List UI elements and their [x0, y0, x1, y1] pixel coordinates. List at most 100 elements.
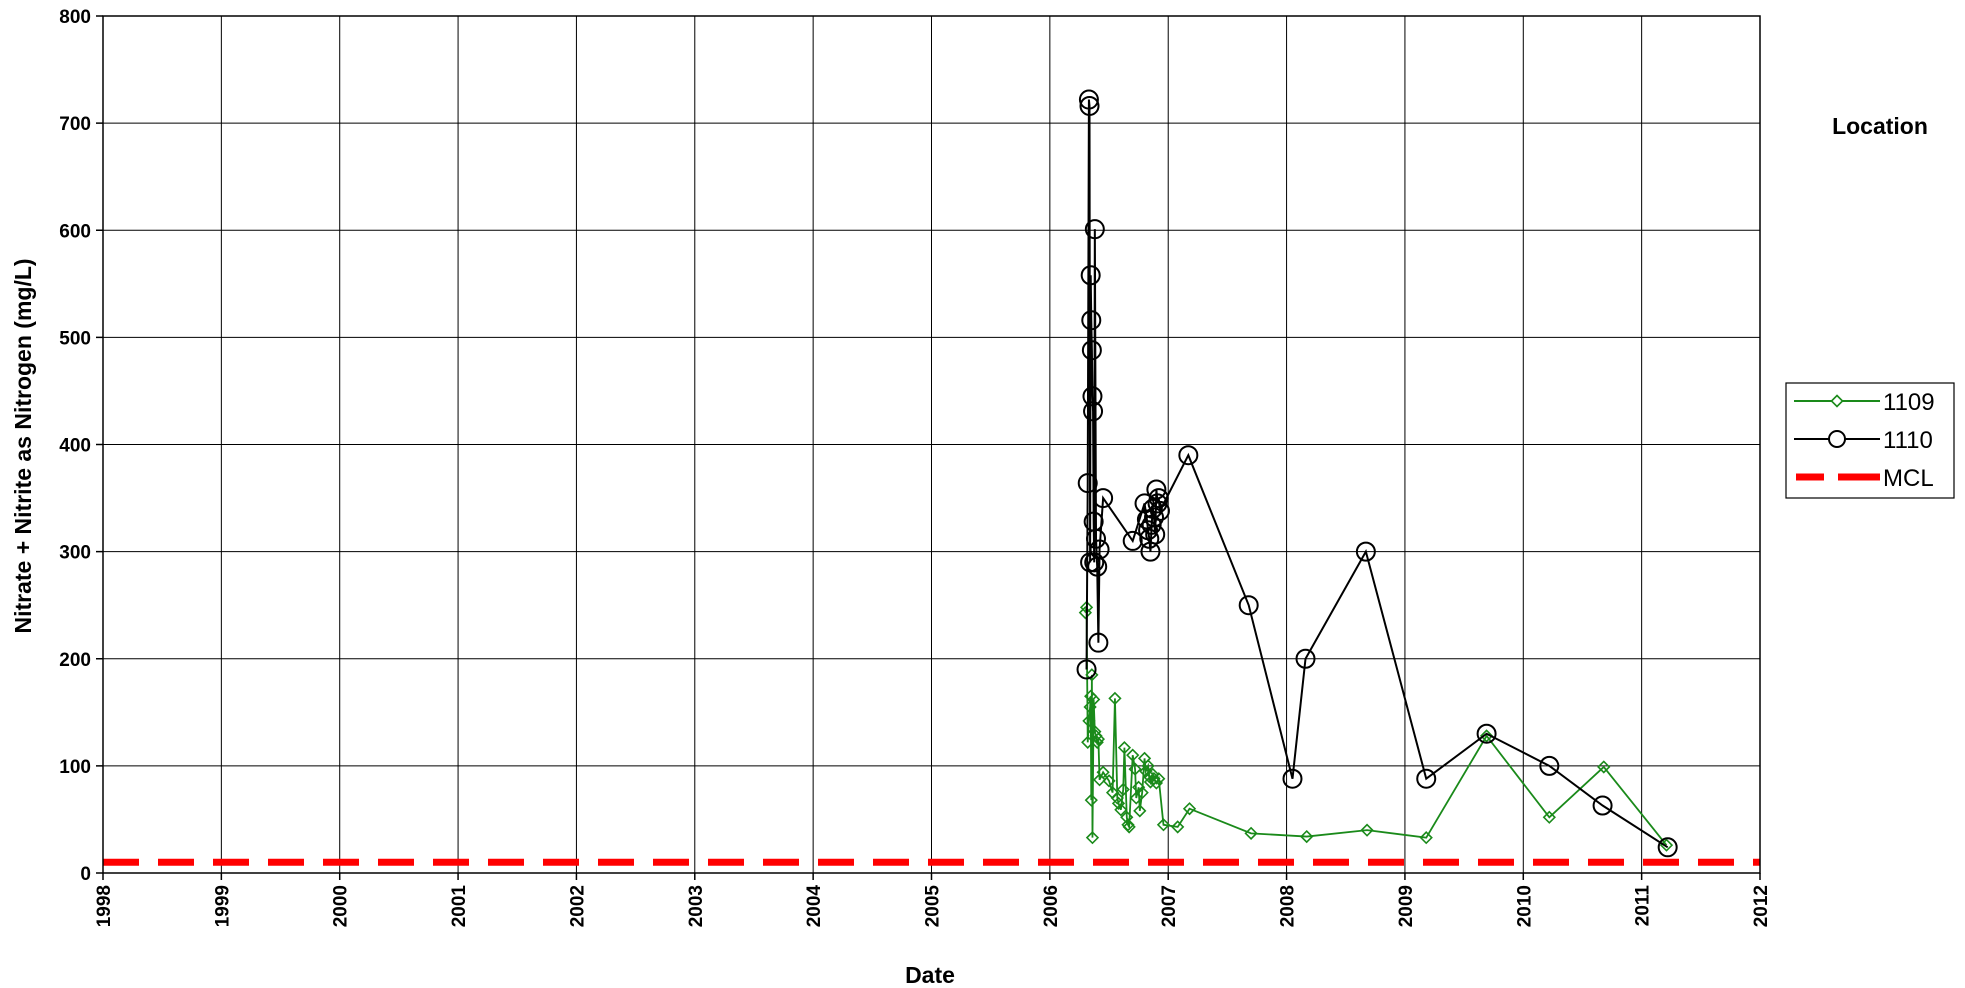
x-tick-label: 2000: [331, 885, 352, 927]
series-1110-point: [1082, 386, 1103, 407]
series-1110-point: [1080, 265, 1101, 286]
series-1109-point: [1152, 772, 1166, 786]
x-tick-label: 2001: [449, 885, 470, 928]
legend-label-mcl: MCL: [1883, 465, 1934, 492]
legend-marker-1110: [1828, 430, 1846, 448]
y-tick-label: 0: [80, 864, 91, 885]
x-axis-title: Date: [905, 962, 955, 988]
series-1109-point: [1133, 804, 1147, 818]
series-1110-point: [1083, 401, 1104, 422]
series-1109-point: [1085, 831, 1100, 845]
series-1109-point: [1096, 765, 1110, 779]
series-1109-point: [1102, 774, 1116, 788]
x-tick-label: 2010: [1514, 885, 1535, 927]
x-tick-label: 2012: [1751, 885, 1772, 927]
series-1109-point: [1091, 732, 1106, 746]
y-tick-label: 500: [59, 328, 91, 349]
x-tick-label: 2005: [923, 885, 944, 928]
legend-title: Location: [1832, 113, 1928, 139]
series-1109-point: [1117, 741, 1132, 755]
y-tick-label: 700: [59, 114, 91, 135]
series-1110-line: [1085, 99, 1669, 849]
series-1110-point: [1355, 541, 1376, 562]
legend-marker-1109: [1830, 394, 1844, 408]
series-1109-line: [1084, 607, 1668, 846]
series-1109-point: [1082, 714, 1096, 728]
series-1110-point: [1122, 530, 1143, 551]
series-1110-point: [1149, 500, 1170, 521]
y-axis-title: Nitrate + Nitrite as Nitrogen (mg/L): [10, 258, 36, 633]
x-tick-label: 1999: [212, 885, 233, 927]
series-1109-point: [1479, 729, 1494, 743]
series-1109-point: [1419, 831, 1433, 845]
series-1110-point: [1077, 473, 1098, 494]
series-1110-point: [1476, 723, 1497, 744]
series-1110-point: [1084, 219, 1105, 240]
series-1110-point: [1178, 445, 1199, 466]
series-1110-point: [1139, 528, 1160, 549]
series-1109-point: [1116, 782, 1130, 797]
series-1109-point: [1171, 820, 1185, 834]
x-tick-label: 2002: [567, 885, 588, 927]
x-axis-ticks: 1998 1999 2000 2001 2002 2003 2004 2005 2006 2007…: [94, 873, 1772, 927]
series-1110-point: [1081, 310, 1102, 331]
legend-label-1109: 1109: [1883, 389, 1935, 416]
series-1109-point: [1131, 780, 1146, 794]
y-tick-label: 100: [59, 757, 91, 778]
series-1109-point: [1110, 791, 1124, 805]
series-1110-point: [1416, 768, 1437, 789]
series-1109-point: [1135, 786, 1149, 800]
series-1109-point: [1128, 762, 1142, 776]
data-series: [1076, 89, 1678, 858]
series-1109-point: [1147, 772, 1161, 786]
legend: 1109 1110 MCL: [1785, 382, 1955, 499]
series-1109-point: [1244, 826, 1258, 840]
series-1109-point: [1126, 748, 1140, 762]
x-tick-label: 2004: [804, 885, 825, 928]
series-1110-point: [1539, 755, 1560, 776]
series-1110-point: [1282, 768, 1303, 789]
series-1110-point: [1148, 488, 1169, 509]
series-1109-point: [1156, 818, 1171, 832]
x-tick-label: 2007: [1159, 885, 1180, 927]
x-tick-label: 2003: [686, 885, 707, 927]
series-1109-point: [1360, 823, 1374, 837]
series-1109-point: [1597, 760, 1611, 774]
series-1110-point: [1081, 340, 1102, 361]
series-1109-point: [1149, 776, 1164, 790]
y-axis-ticks: 0 100 200 300 400 500 600 700 800: [59, 7, 103, 885]
x-tick-label: 2008: [1278, 885, 1299, 927]
y-tick-label: 800: [59, 7, 91, 28]
series-1110-point: [1657, 837, 1678, 858]
series-1110-point: [1076, 659, 1097, 680]
series-1110-point: [1086, 528, 1107, 549]
series-1109-point: [1084, 793, 1098, 807]
series-1109-point: [1111, 796, 1126, 811]
series-1110-point: [1295, 648, 1316, 669]
series-1110-point: [1145, 524, 1166, 545]
y-tick-label: 600: [59, 221, 91, 242]
series-1109-point: [1108, 691, 1122, 706]
x-tick-label: 1998: [94, 885, 115, 927]
gridlines: [102, 15, 1761, 874]
y-tick-label: 200: [59, 650, 91, 671]
series-1109-point: [1542, 810, 1556, 824]
series-1110-point: [1079, 95, 1100, 116]
y-tick-label: 300: [59, 543, 91, 564]
series-1109-point: [1114, 803, 1128, 817]
series-1110-point: [1592, 795, 1613, 816]
series-1109-point: [1087, 692, 1101, 707]
x-tick-label: 2011: [1633, 885, 1654, 927]
series-1110-point: [1089, 539, 1110, 560]
series-1109-point: [1081, 735, 1095, 749]
x-tick-label: 2009: [1396, 885, 1417, 927]
x-tick-label: 2006: [1041, 885, 1062, 927]
series-1110-point: [1088, 632, 1109, 653]
series-1110-point: [1146, 479, 1167, 500]
series-1109-point: [1182, 802, 1197, 816]
legend-label-1110: 1110: [1883, 427, 1933, 454]
series-1110-point: [1078, 89, 1099, 110]
series-1110-point: [1084, 552, 1105, 573]
series-1109-point: [1122, 820, 1136, 834]
